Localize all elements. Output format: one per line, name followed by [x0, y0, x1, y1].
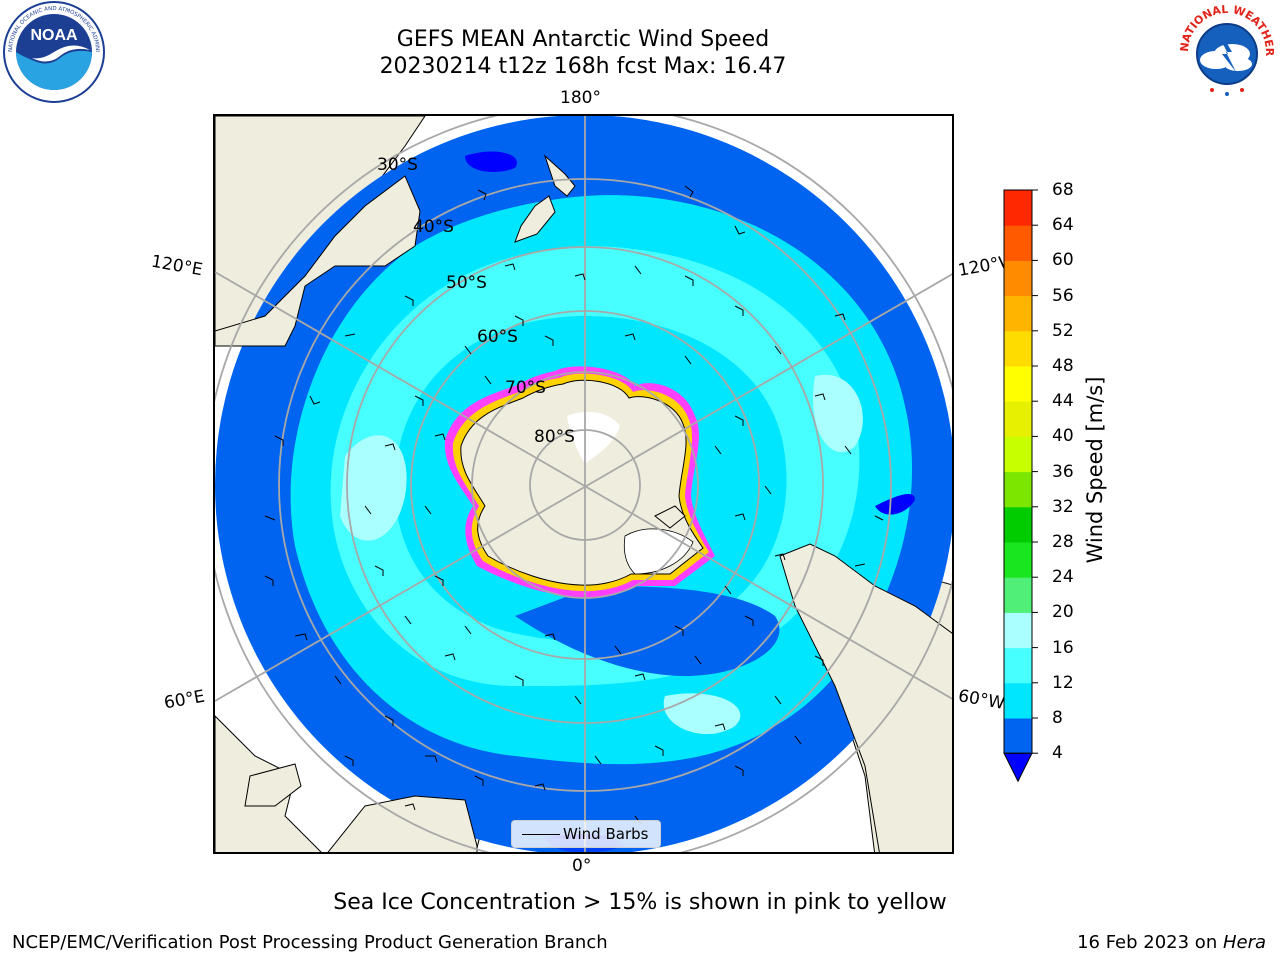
colorbar-segment: [1004, 401, 1032, 437]
colorbar-tick-label: 52: [1052, 320, 1074, 341]
colorbar-tick-label: 48: [1052, 356, 1074, 376]
legend-line-swatch: [522, 834, 560, 835]
colorbar-tick-label: 60: [1052, 250, 1074, 271]
colorbar-extend-triangle: [1003, 752, 1033, 783]
lon-label-180: 180°: [560, 88, 601, 108]
sea-ice-caption: Sea Ice Concentration > 15% is shown in …: [333, 890, 947, 915]
lat-label-30s: 30°S: [377, 155, 418, 175]
colorbar-tick-label: 56: [1052, 285, 1074, 306]
colorbar-tick-label: 64: [1052, 215, 1074, 236]
colorbar-segment: [1004, 542, 1032, 578]
colorbar-segment: [1004, 612, 1032, 649]
colorbar-segment: [1004, 682, 1032, 719]
colorbar-segment: [1004, 190, 1032, 226]
colorbar-label: Wind Speed [m/s]: [1083, 376, 1107, 564]
lon-label-0: 0°: [572, 856, 592, 876]
colorbar-segment: [1004, 260, 1032, 297]
polar-map: 30°S 40°S 50°S 60°S 70°S 80°S Wind Barbs: [213, 114, 954, 854]
colorbar-tick-label: 44: [1052, 391, 1074, 412]
lat-label-70s: 70°S: [505, 378, 546, 398]
lat-label-80s: 80°S: [534, 427, 575, 447]
colorbar-tick-label: 4: [1052, 743, 1063, 764]
graticule: [215, 116, 952, 852]
noaa-logo: NOAA NATIONAL OCEANIC AND ATMOSPHERIC AD…: [2, 0, 105, 103]
wind-barbs-legend: Wind Barbs: [511, 820, 661, 848]
colorbar-segment: [1004, 225, 1032, 261]
colorbar-segment: [1004, 577, 1032, 613]
lat-label-60s: 60°S: [477, 327, 518, 347]
colorbar-segment: [1004, 366, 1032, 402]
lat-label-50s: 50°S: [446, 273, 487, 293]
colorbar-segment: [1004, 295, 1032, 332]
colorbar-tick-label: 36: [1052, 461, 1074, 482]
colorbar-segment: [1004, 647, 1032, 684]
footer-credit: NCEP/EMC/Verification Post Processing Pr…: [12, 932, 608, 953]
footer-host: Hera: [1222, 932, 1266, 953]
nws-logo: NATIONAL WEATHER SERVICE: [1176, 2, 1276, 99]
lon-label-60e: 60°E: [162, 686, 207, 714]
colorbar-tick-label: 68: [1052, 180, 1074, 200]
polar-map-canvas: 30°S 40°S 50°S 60°S 70°S 80°S: [215, 116, 952, 852]
colorbar-tick-label: 40: [1052, 426, 1074, 447]
footer-date-text: 16 Feb 2023 on: [1077, 932, 1223, 953]
footer-date: 16 Feb 2023 on Hera: [1077, 932, 1266, 953]
land-inside-disk: [215, 154, 952, 852]
colorbar-tick-label: 12: [1052, 672, 1074, 693]
colorbar-segment: [1004, 506, 1032, 543]
chart-title: GEFS MEAN Antarctic Wind Speed: [396, 27, 770, 52]
legend-label: Wind Barbs: [563, 825, 649, 843]
colorbar-segment: [1004, 471, 1032, 508]
noaa-logo-text: NOAA: [30, 27, 78, 44]
colorbar: [1003, 189, 1038, 783]
antarctica: [444, 366, 715, 598]
colorbar-segment: [1004, 718, 1032, 754]
colorbar-tick-label: 16: [1052, 637, 1074, 658]
colorbar-tick-label: 20: [1052, 602, 1074, 623]
chart-subtitle: 20230214 t12z 168h fcst Max: 16.47: [379, 54, 787, 79]
lat-label-40s: 40°S: [413, 217, 454, 237]
colorbar-tick-label: 24: [1052, 567, 1074, 588]
wind-speed-field: [215, 116, 952, 852]
colorbar-tick-label: 32: [1052, 496, 1074, 517]
colorbar-tick-label: 8: [1052, 708, 1063, 728]
colorbar-segment: [1004, 330, 1032, 367]
colorbar-tick-label: 28: [1052, 532, 1074, 552]
lon-label-120e: 120°E: [149, 251, 205, 281]
colorbar-segment: [1004, 436, 1032, 473]
latitude-labels: 30°S 40°S 50°S 60°S 70°S 80°S: [377, 155, 575, 447]
